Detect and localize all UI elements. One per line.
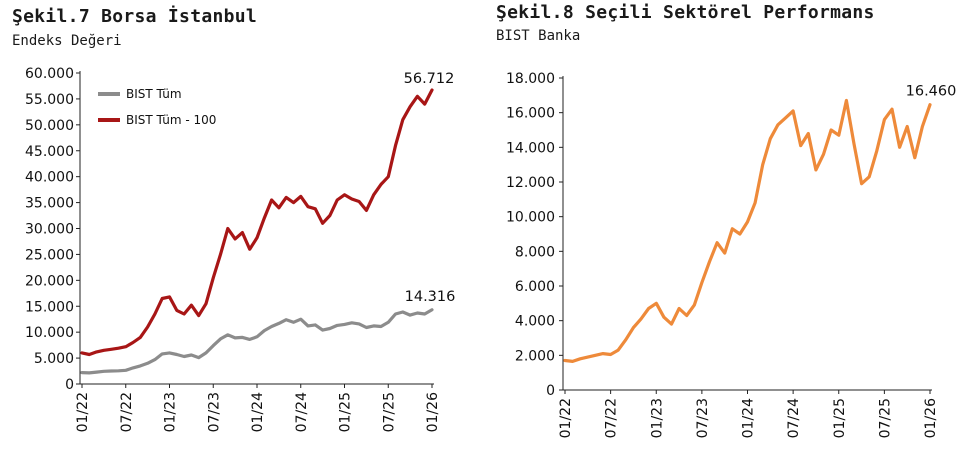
value-annotation: 14.316 bbox=[405, 289, 456, 305]
value-annotation: 56.712 bbox=[404, 71, 455, 87]
y-tick-label: 6.000 bbox=[515, 279, 555, 295]
series-line-bist-t-m-100 bbox=[80, 88, 434, 357]
y-tick-label: 2.000 bbox=[515, 348, 555, 364]
x-tick-label: 01/26 bbox=[425, 392, 441, 432]
value-annotation: 16.460 bbox=[906, 84, 957, 100]
y-tick-label: 4.000 bbox=[515, 314, 555, 330]
y-tick-label: 55.000 bbox=[25, 92, 74, 108]
y-tick-label: 8.000 bbox=[515, 244, 555, 260]
left-chart-subtitle: Endeks Değeri bbox=[12, 33, 122, 49]
y-tick-label: 25.000 bbox=[25, 247, 74, 263]
y-tick-label: 10.000 bbox=[25, 325, 74, 341]
y-tick-label: 0 bbox=[546, 383, 555, 399]
y-tick-label: 12.000 bbox=[506, 175, 555, 191]
legend-label: BIST Tüm bbox=[126, 87, 182, 101]
y-tick-label: 20.000 bbox=[25, 273, 74, 289]
x-tick-label: 01/22 bbox=[558, 398, 574, 438]
y-tick-label: 16.000 bbox=[506, 106, 555, 122]
x-tick-label: 01/26 bbox=[923, 398, 939, 438]
y-tick-label: 40.000 bbox=[25, 170, 74, 186]
x-tick-label: 01/24 bbox=[741, 398, 757, 438]
x-tick-label: 07/23 bbox=[206, 392, 222, 432]
y-tick-label: 45.000 bbox=[25, 144, 74, 160]
right-chart-title: Şekil.8 Seçili Sektörel Performans bbox=[496, 2, 875, 23]
x-tick-label: 01/24 bbox=[250, 392, 266, 432]
left-chart-title: Şekil.7 Borsa İstanbul bbox=[12, 6, 258, 27]
y-tick-label: 0 bbox=[65, 377, 74, 393]
x-tick-label: 07/22 bbox=[119, 392, 135, 432]
x-tick-label: 01/23 bbox=[649, 398, 665, 438]
y-tick-label: 10.000 bbox=[506, 210, 555, 226]
legend-label: BIST Tüm - 100 bbox=[126, 113, 216, 127]
y-tick-label: 35.000 bbox=[25, 196, 74, 212]
y-tick-label: 60.000 bbox=[25, 66, 74, 82]
series-line-bist-t-m bbox=[80, 308, 434, 375]
right-chart-subtitle: BIST Banka bbox=[496, 28, 581, 44]
x-tick-label: 01/25 bbox=[832, 398, 848, 438]
series-line-bist-banka bbox=[563, 98, 932, 363]
y-tick-label: 30.000 bbox=[25, 222, 74, 238]
y-tick-label: 18.000 bbox=[506, 71, 555, 87]
x-tick-label: 01/22 bbox=[75, 392, 91, 432]
x-tick-label: 07/23 bbox=[695, 398, 711, 438]
x-tick-label: 07/24 bbox=[294, 392, 310, 432]
x-tick-label: 01/25 bbox=[338, 392, 354, 432]
x-tick-label: 07/24 bbox=[786, 398, 802, 438]
x-tick-label: 07/25 bbox=[877, 398, 893, 438]
y-tick-label: 5.000 bbox=[34, 351, 74, 367]
x-tick-label: 07/25 bbox=[381, 392, 397, 432]
x-tick-label: 01/23 bbox=[163, 392, 179, 432]
y-tick-label: 50.000 bbox=[25, 118, 74, 134]
y-tick-label: 15.000 bbox=[25, 299, 74, 315]
x-tick-label: 07/22 bbox=[604, 398, 620, 438]
y-tick-label: 14.000 bbox=[506, 140, 555, 156]
